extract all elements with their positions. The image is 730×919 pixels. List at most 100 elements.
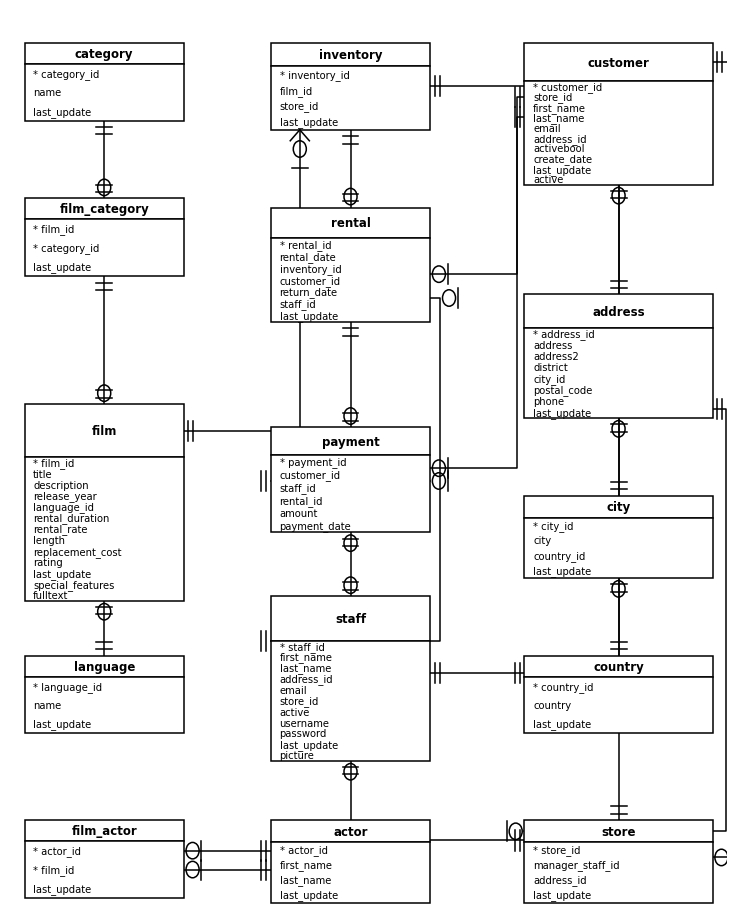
- Text: staff_id: staff_id: [280, 300, 316, 310]
- Text: * category_id: * category_id: [33, 69, 99, 80]
- Text: country: country: [533, 700, 571, 710]
- Text: create_date: create_date: [533, 154, 592, 165]
- Text: first_name: first_name: [280, 859, 333, 870]
- Text: replacement_cost: replacement_cost: [33, 546, 122, 557]
- Text: address_id: address_id: [280, 674, 333, 685]
- Text: staff: staff: [335, 612, 366, 625]
- Bar: [271, 67, 430, 130]
- Bar: [271, 239, 430, 323]
- Text: last_name: last_name: [280, 663, 331, 674]
- Text: customer_id: customer_id: [280, 470, 341, 481]
- Text: address_id: address_id: [533, 133, 587, 144]
- Bar: [25, 841, 184, 898]
- Text: last_update: last_update: [33, 107, 91, 118]
- Bar: [271, 641, 430, 761]
- Text: category: category: [75, 48, 134, 61]
- Text: inventory: inventory: [319, 49, 383, 62]
- Bar: [524, 656, 712, 677]
- Bar: [25, 821, 184, 841]
- Text: city: city: [607, 501, 631, 514]
- Text: last_update: last_update: [533, 890, 591, 901]
- Bar: [271, 456, 430, 533]
- Text: email: email: [533, 124, 561, 133]
- Bar: [25, 656, 184, 677]
- Text: rental_id: rental_id: [280, 495, 323, 506]
- Text: special_features: special_features: [33, 579, 115, 590]
- Text: store_id: store_id: [280, 696, 319, 707]
- Text: * rental_id: * rental_id: [280, 240, 331, 251]
- Text: last_update: last_update: [280, 118, 338, 128]
- Text: * film_id: * film_id: [33, 458, 74, 469]
- Text: amount: amount: [280, 508, 318, 518]
- Text: postal_code: postal_code: [533, 385, 593, 396]
- Text: email: email: [280, 685, 307, 695]
- Text: phone: phone: [533, 396, 564, 406]
- Text: last_name: last_name: [280, 875, 331, 886]
- Text: title: title: [33, 470, 53, 479]
- Text: name: name: [33, 700, 61, 710]
- Bar: [524, 677, 712, 733]
- Text: * payment_id: * payment_id: [280, 457, 346, 468]
- Text: last_update: last_update: [33, 262, 91, 273]
- Bar: [25, 458, 184, 601]
- Text: country_id: country_id: [533, 550, 585, 562]
- Text: picture: picture: [280, 751, 315, 761]
- Text: address: address: [533, 340, 572, 350]
- Bar: [25, 677, 184, 733]
- Text: city: city: [533, 536, 551, 546]
- Text: last_update: last_update: [280, 311, 338, 322]
- Bar: [524, 328, 712, 418]
- Text: length: length: [33, 536, 65, 545]
- Bar: [25, 404, 184, 458]
- Text: last_update: last_update: [533, 719, 591, 730]
- Bar: [271, 44, 430, 67]
- Bar: [524, 44, 712, 82]
- Text: last_update: last_update: [280, 739, 338, 750]
- Text: store_id: store_id: [533, 92, 572, 103]
- Bar: [25, 199, 184, 221]
- Bar: [271, 209, 430, 239]
- Text: * language_id: * language_id: [33, 681, 102, 692]
- Text: film_category: film_category: [59, 203, 149, 216]
- Text: fulltext: fulltext: [33, 591, 69, 600]
- Text: last_update: last_update: [533, 565, 591, 576]
- Text: last_update: last_update: [33, 568, 91, 579]
- Text: language: language: [74, 660, 135, 673]
- Text: actor: actor: [334, 825, 368, 838]
- Bar: [524, 295, 712, 328]
- Text: manager_staff_id: manager_staff_id: [533, 859, 620, 870]
- Text: customer: customer: [588, 56, 650, 70]
- Bar: [25, 44, 184, 65]
- Text: rental: rental: [331, 217, 370, 230]
- Text: country: country: [593, 660, 644, 673]
- Bar: [271, 843, 430, 902]
- Bar: [524, 82, 712, 186]
- Text: * city_id: * city_id: [533, 520, 574, 531]
- Bar: [524, 821, 712, 843]
- Text: store: store: [602, 825, 636, 838]
- Text: active: active: [533, 176, 564, 186]
- Text: * film_id: * film_id: [33, 224, 74, 235]
- Text: * country_id: * country_id: [533, 681, 593, 692]
- Text: * category_id: * category_id: [33, 243, 99, 254]
- Text: * address_id: * address_id: [533, 329, 595, 339]
- Text: payment: payment: [322, 436, 380, 448]
- Text: rating: rating: [33, 558, 63, 567]
- Text: first_name: first_name: [280, 652, 333, 663]
- Text: rental_rate: rental_rate: [33, 524, 88, 535]
- Text: first_name: first_name: [533, 103, 586, 113]
- Text: activebool: activebool: [533, 144, 585, 154]
- Text: address: address: [592, 305, 645, 318]
- Text: rental_duration: rental_duration: [33, 513, 110, 524]
- Text: * actor_id: * actor_id: [33, 845, 81, 857]
- Text: language_id: language_id: [33, 502, 94, 513]
- Text: rental_date: rental_date: [280, 252, 337, 263]
- Text: * customer_id: * customer_id: [533, 82, 602, 93]
- Text: last_update: last_update: [33, 719, 91, 730]
- Text: name: name: [33, 88, 61, 98]
- Text: return_date: return_date: [280, 288, 338, 298]
- Text: staff_id: staff_id: [280, 482, 316, 494]
- Text: * store_id: * store_id: [533, 845, 580, 856]
- Text: film: film: [91, 425, 117, 437]
- Bar: [271, 821, 430, 843]
